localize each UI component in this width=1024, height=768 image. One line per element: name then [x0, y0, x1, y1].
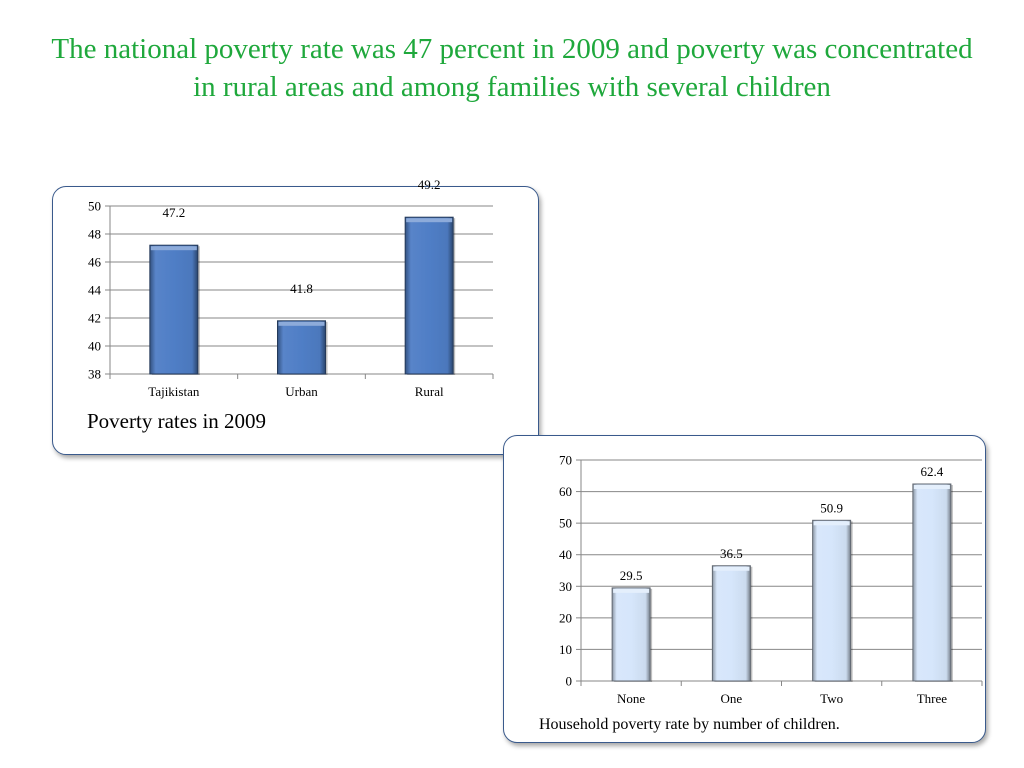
y-tick-label: 30 — [559, 579, 572, 594]
y-tick-label: 40 — [88, 339, 101, 354]
bar-bevel — [913, 484, 950, 489]
y-tick-label: 70 — [559, 453, 572, 468]
slide-title: The national poverty rate was 47 percent… — [51, 33, 973, 103]
bar-urban — [277, 320, 326, 375]
bar-bevel — [713, 566, 750, 571]
y-tick-label: 0 — [566, 674, 573, 689]
x-tick-label: None — [617, 691, 645, 706]
y-tick-label: 40 — [559, 547, 572, 562]
y-tick-label: 10 — [559, 642, 572, 657]
children-poverty-chart-panel: 0 10 20 30 40 50 60 70 29.5 None 36.5 One 50.9 Two 62.… — [503, 435, 986, 743]
bar-bevel — [150, 246, 197, 251]
y-tick-label: 38 — [88, 367, 101, 382]
data-label: 41.8 — [290, 281, 313, 296]
chart-caption: Poverty rates in 2009 — [87, 409, 267, 433]
bar-one — [711, 565, 751, 682]
data-label: 49.2 — [418, 177, 441, 192]
y-tick-label: 50 — [559, 516, 572, 531]
bar-rural — [404, 216, 454, 375]
bar-bevel — [278, 321, 325, 326]
data-label: 36.5 — [720, 546, 743, 561]
bar-bevel — [406, 218, 453, 223]
x-tick-label: Three — [917, 691, 948, 706]
children-poverty-chart: 0 10 20 30 40 50 60 70 29.5 None 36.5 One 50.9 Two 62.… — [559, 453, 983, 706]
y-tick-label: 44 — [88, 283, 102, 298]
x-tick-label: One — [721, 691, 743, 706]
x-tick-label: Tajikistan — [148, 384, 200, 399]
y-tick-label: 60 — [559, 484, 572, 499]
x-tick-label: Two — [820, 691, 843, 706]
data-label: 29.5 — [620, 568, 643, 583]
y-tick-label: 20 — [559, 610, 572, 625]
y-tick-label: 48 — [88, 227, 101, 242]
bar-bevel — [613, 588, 650, 593]
bar-none — [611, 587, 651, 682]
poverty-rates-chart-panel: 38 40 42 44 46 48 50 47.2 Tajikistan 41.8 Urban 49.… — [52, 177, 539, 455]
chart-caption: Household poverty rate by number of chil… — [539, 716, 840, 733]
bar-tajikistan — [149, 244, 199, 375]
data-label: 50.9 — [820, 500, 843, 515]
x-tick-label: Urban — [285, 384, 318, 399]
bar-bevel — [813, 521, 850, 526]
data-label: 47.2 — [162, 205, 185, 220]
bar-two — [812, 519, 852, 682]
y-tick-label: 42 — [88, 311, 101, 326]
y-tick-label: 50 — [88, 199, 101, 214]
poverty-rates-chart: 38 40 42 44 46 48 50 47.2 Tajikistan 41.8 Urban 49.… — [88, 177, 494, 399]
y-tick-label: 46 — [88, 255, 102, 270]
data-label: 62.4 — [921, 464, 944, 479]
bar-three — [912, 483, 952, 682]
x-tick-label: Rural — [415, 384, 444, 399]
